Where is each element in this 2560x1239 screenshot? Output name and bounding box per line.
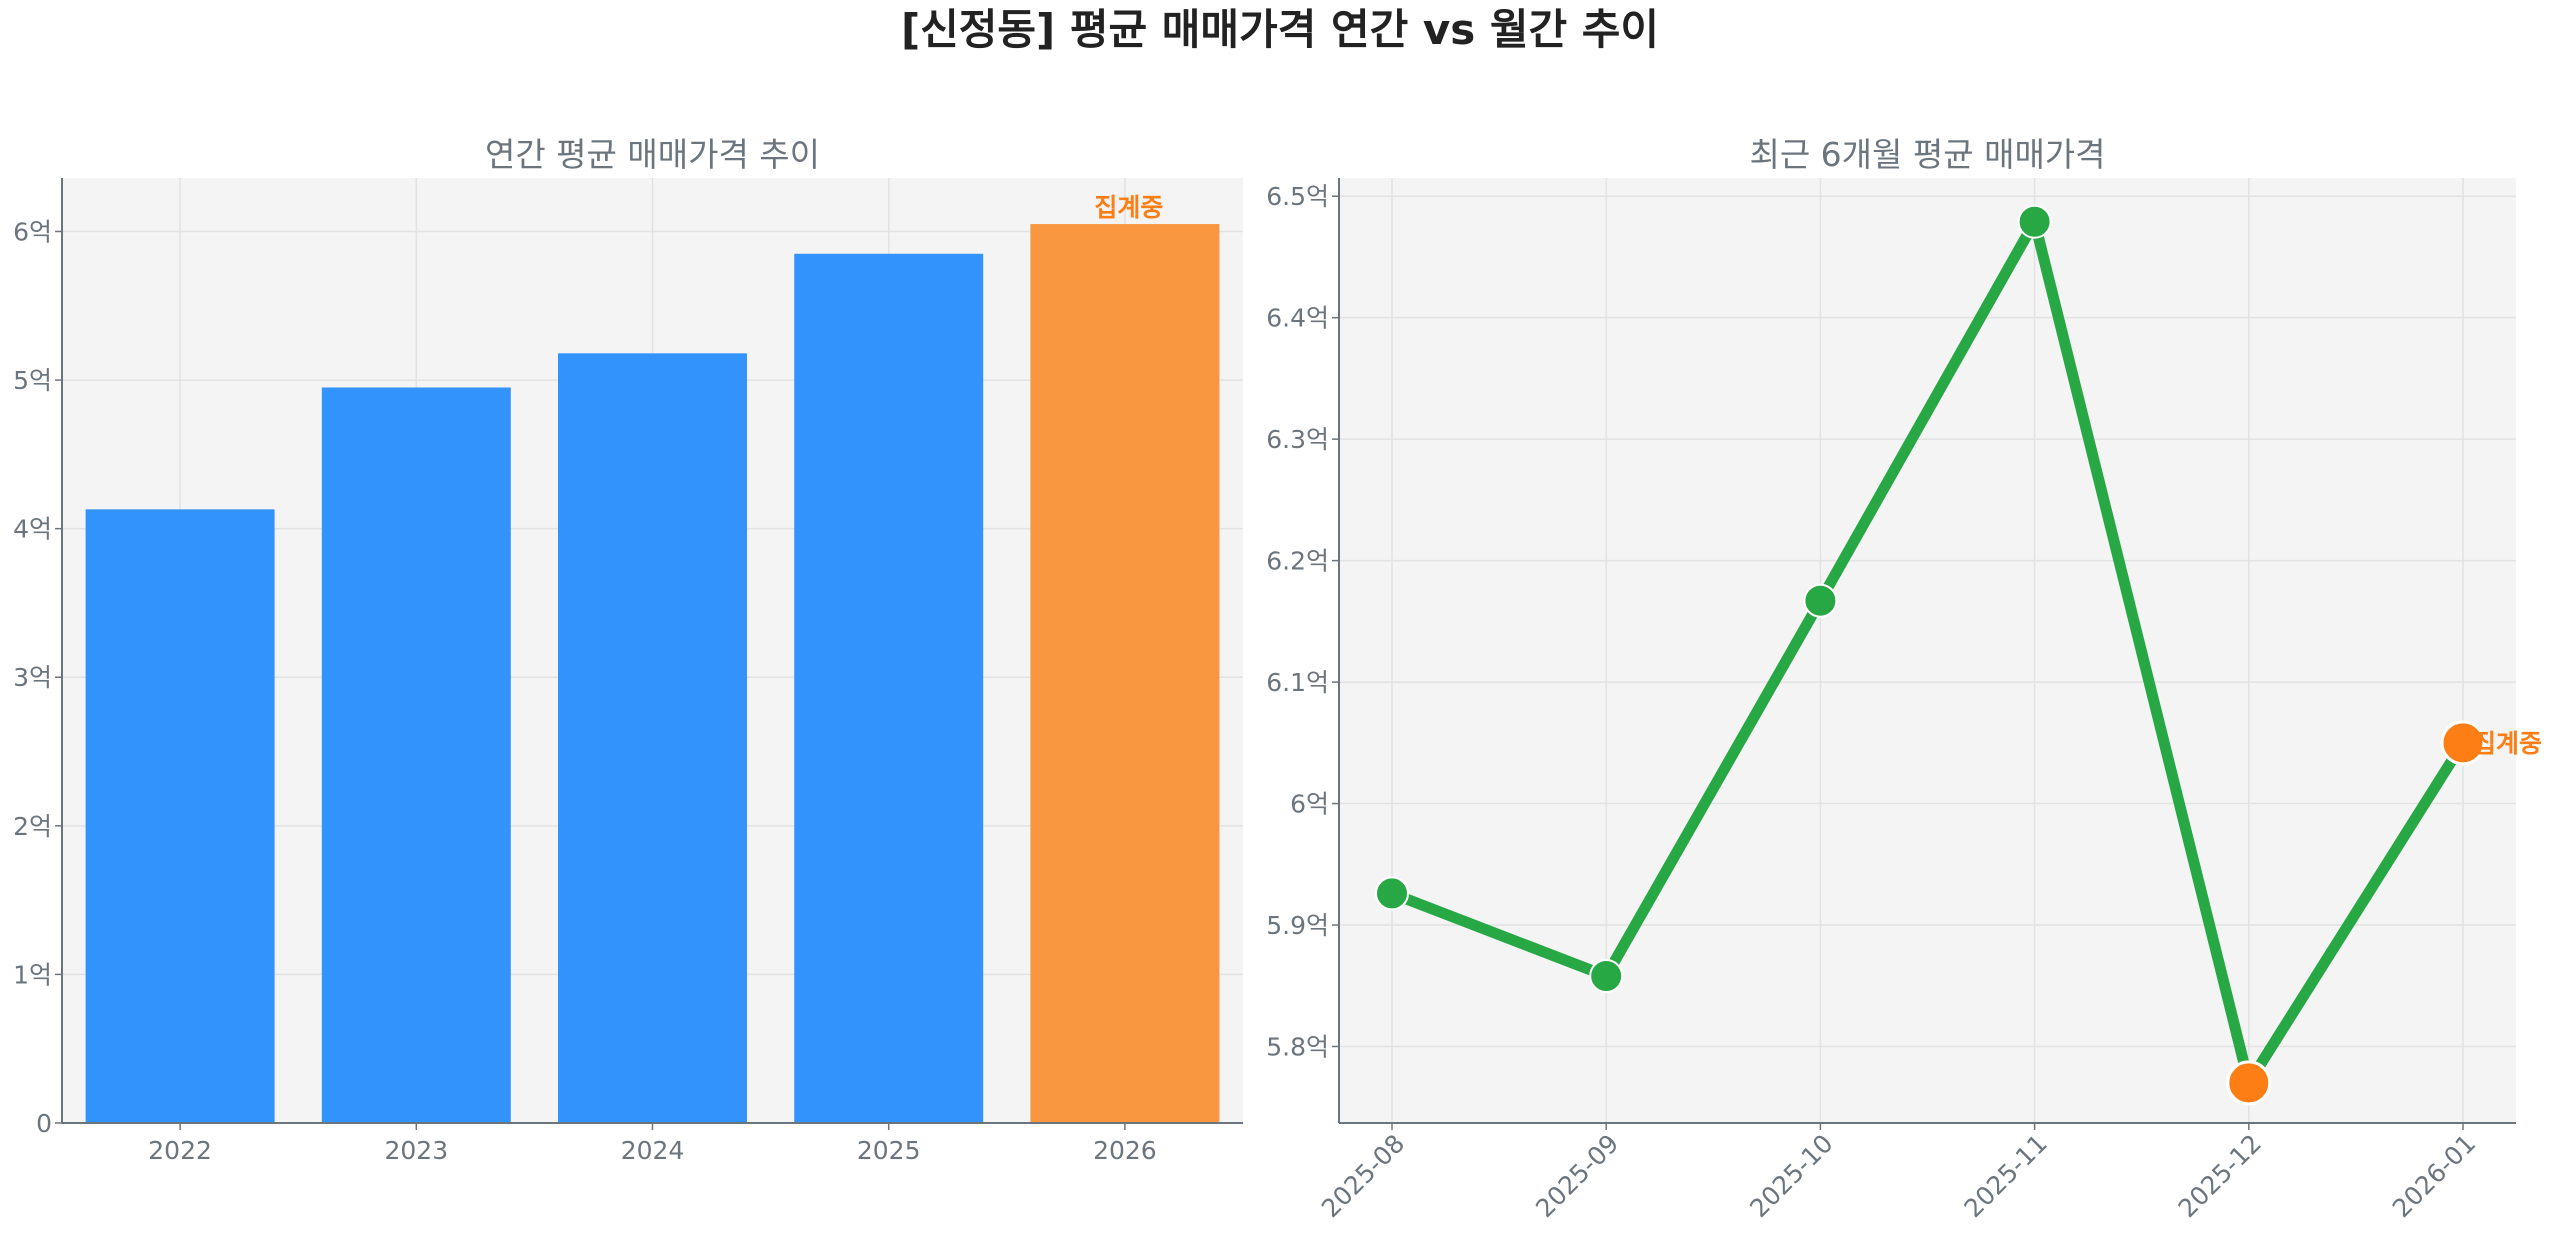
data-point-2025-10 bbox=[1803, 583, 1838, 618]
y-tick-label: 5억 bbox=[13, 366, 52, 395]
x-tick-label: 2024 bbox=[621, 1136, 685, 1165]
y-tick-label: 5.9억 bbox=[1266, 911, 1329, 940]
x-tick-label: 2025-12 bbox=[2173, 1129, 2267, 1223]
y-tick-label: 4억 bbox=[13, 515, 52, 544]
y-tick-label: 0 bbox=[36, 1109, 52, 1138]
y-tick-label: 6.1억 bbox=[1266, 668, 1329, 697]
y-tick-label: 1억 bbox=[13, 960, 52, 989]
y-tick-label: 6억 bbox=[1290, 790, 1329, 819]
x-tick-label: 2026-01 bbox=[2387, 1129, 2481, 1223]
subplot-title: 연간 평균 매매가격 추이 bbox=[485, 135, 820, 174]
y-tick-label: 6억 bbox=[13, 217, 52, 246]
bar-2023 bbox=[321, 387, 511, 1123]
y-tick-label: 6.4억 bbox=[1266, 304, 1329, 333]
plot-area bbox=[1339, 178, 2516, 1123]
x-tick-label: 2023 bbox=[384, 1136, 448, 1165]
data-point-2025-08 bbox=[1375, 876, 1409, 911]
price-line bbox=[1390, 216, 2468, 1089]
bar-2022 bbox=[85, 509, 275, 1123]
y-tick-label: 3억 bbox=[13, 663, 52, 692]
data-point-2025-12 bbox=[2226, 1060, 2272, 1106]
y-tick-label: 6.5억 bbox=[1266, 182, 1329, 211]
subplot-title: 최근 6개월 평균 매매가격 bbox=[1749, 135, 2105, 174]
monthly-line-chart: 최근 6개월 평균 매매가격 5.8억 5.9억 6억 6.1억 6.2억 6.3억 6.4억… bbox=[1266, 135, 2542, 1223]
data-point-2025-11 bbox=[2017, 204, 2052, 239]
partial-annotation: 집계중 bbox=[1094, 193, 1163, 222]
data-point-2025-09 bbox=[1589, 959, 1624, 994]
annual-bar-chart: 연간 평균 매매가격 추이 0 1억 2억 3억 4억 5억 6억 2022 2023 2024 20… bbox=[13, 135, 1243, 1165]
y-tick-label: 5.8억 bbox=[1266, 1032, 1329, 1061]
x-tick-label: 2025-08 bbox=[1316, 1129, 1410, 1223]
figure-title: [신정동] 평균 매매가격 연간 vs 월간 추이 bbox=[901, 5, 1659, 54]
data-point-2026-01 bbox=[2440, 720, 2486, 766]
bar-2026 bbox=[1030, 224, 1220, 1123]
y-tick-label: 6.3억 bbox=[1266, 425, 1329, 454]
y-tick-label: 2억 bbox=[13, 812, 52, 841]
x-tick-label: 2025 bbox=[857, 1136, 921, 1165]
partial-annotation: 집계중 bbox=[2473, 729, 2542, 758]
y-tick-label: 6.2억 bbox=[1266, 547, 1329, 576]
x-tick-label: 2025-09 bbox=[1530, 1129, 1624, 1223]
x-tick-label: 2022 bbox=[148, 1136, 212, 1165]
x-tick-label: 2025-11 bbox=[1958, 1129, 2052, 1223]
x-tick-label: 2025-10 bbox=[1744, 1129, 1838, 1223]
bar-2024 bbox=[558, 353, 747, 1123]
x-tick-label: 2026 bbox=[1093, 1136, 1157, 1165]
bar-2025 bbox=[794, 253, 984, 1123]
